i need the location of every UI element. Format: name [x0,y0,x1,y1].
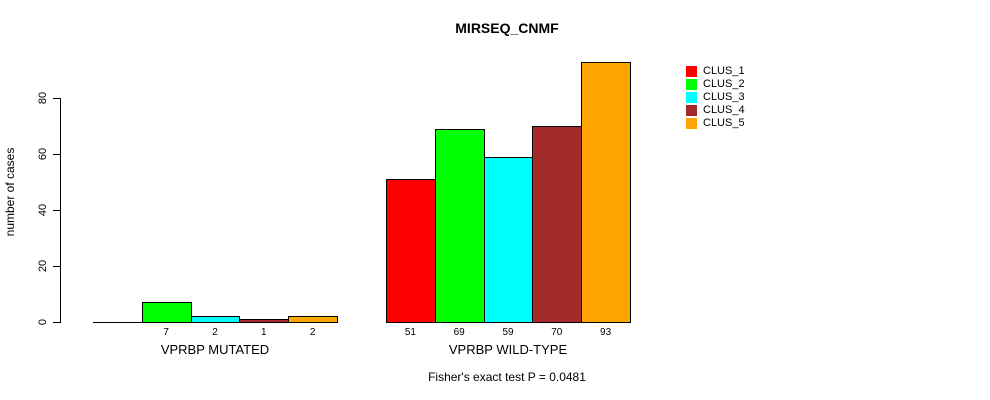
legend-label: CLUS_1 [703,65,745,77]
y-axis-tick [53,98,60,99]
footnote: Fisher's exact test P = 0.0481 [428,370,586,384]
legend-item: CLUS_2 [686,79,745,90]
bar [581,62,631,323]
y-axis-tick-label: 80 [37,91,49,105]
chart-title: MIRSEQ_CNMF [455,20,559,36]
bar [288,316,338,323]
y-axis-tick [53,210,60,211]
bar-value-label: 2 [309,327,316,338]
bar-value-label: 2 [212,327,218,338]
legend-swatch [686,66,697,77]
bar-value-label: 69 [453,327,465,338]
group-label: VPRBP WILD-TYPE [448,342,568,357]
bar [483,157,534,323]
bar [532,126,583,323]
bar [141,302,192,323]
bar-value-label: 7 [163,327,169,338]
legend-label: CLUS_3 [703,91,745,103]
bar [434,129,485,323]
y-axis-tick-label: 40 [37,203,49,217]
legend-swatch [686,79,697,90]
y-axis-tick-label: 60 [37,147,49,161]
bar-value-label: 93 [600,327,612,338]
legend-swatch [686,92,697,103]
legend-swatch [686,105,697,116]
y-axis-tick [53,266,60,267]
legend: CLUS_1 CLUS_2 CLUS_3 CLUS_4 CLUS_5 [686,66,745,131]
bar [386,179,436,323]
legend-label: CLUS_2 [703,78,745,90]
bar-value-label: 59 [502,327,514,338]
legend-swatch [686,118,697,129]
y-axis-tick [53,154,60,155]
bar-value-label: 1 [261,327,267,338]
bar [239,319,290,323]
legend-label: CLUS_4 [703,104,745,116]
legend-item: CLUS_4 [686,105,745,116]
bar-value-label: 51 [404,327,416,338]
legend-item: CLUS_3 [686,92,745,103]
bar-value-label: 70 [551,327,563,338]
y-axis-tick [53,322,60,323]
y-axis-label: number of cases [3,147,17,237]
y-axis-tick-label: 20 [37,259,49,273]
group-label: VPRBP MUTATED [160,342,270,357]
legend-item: CLUS_1 [686,66,745,77]
legend-item: CLUS_5 [686,118,745,129]
y-axis-line [60,98,61,323]
y-axis-tick-label: 0 [37,318,49,326]
bar [190,316,241,323]
legend-label: CLUS_5 [703,117,745,129]
